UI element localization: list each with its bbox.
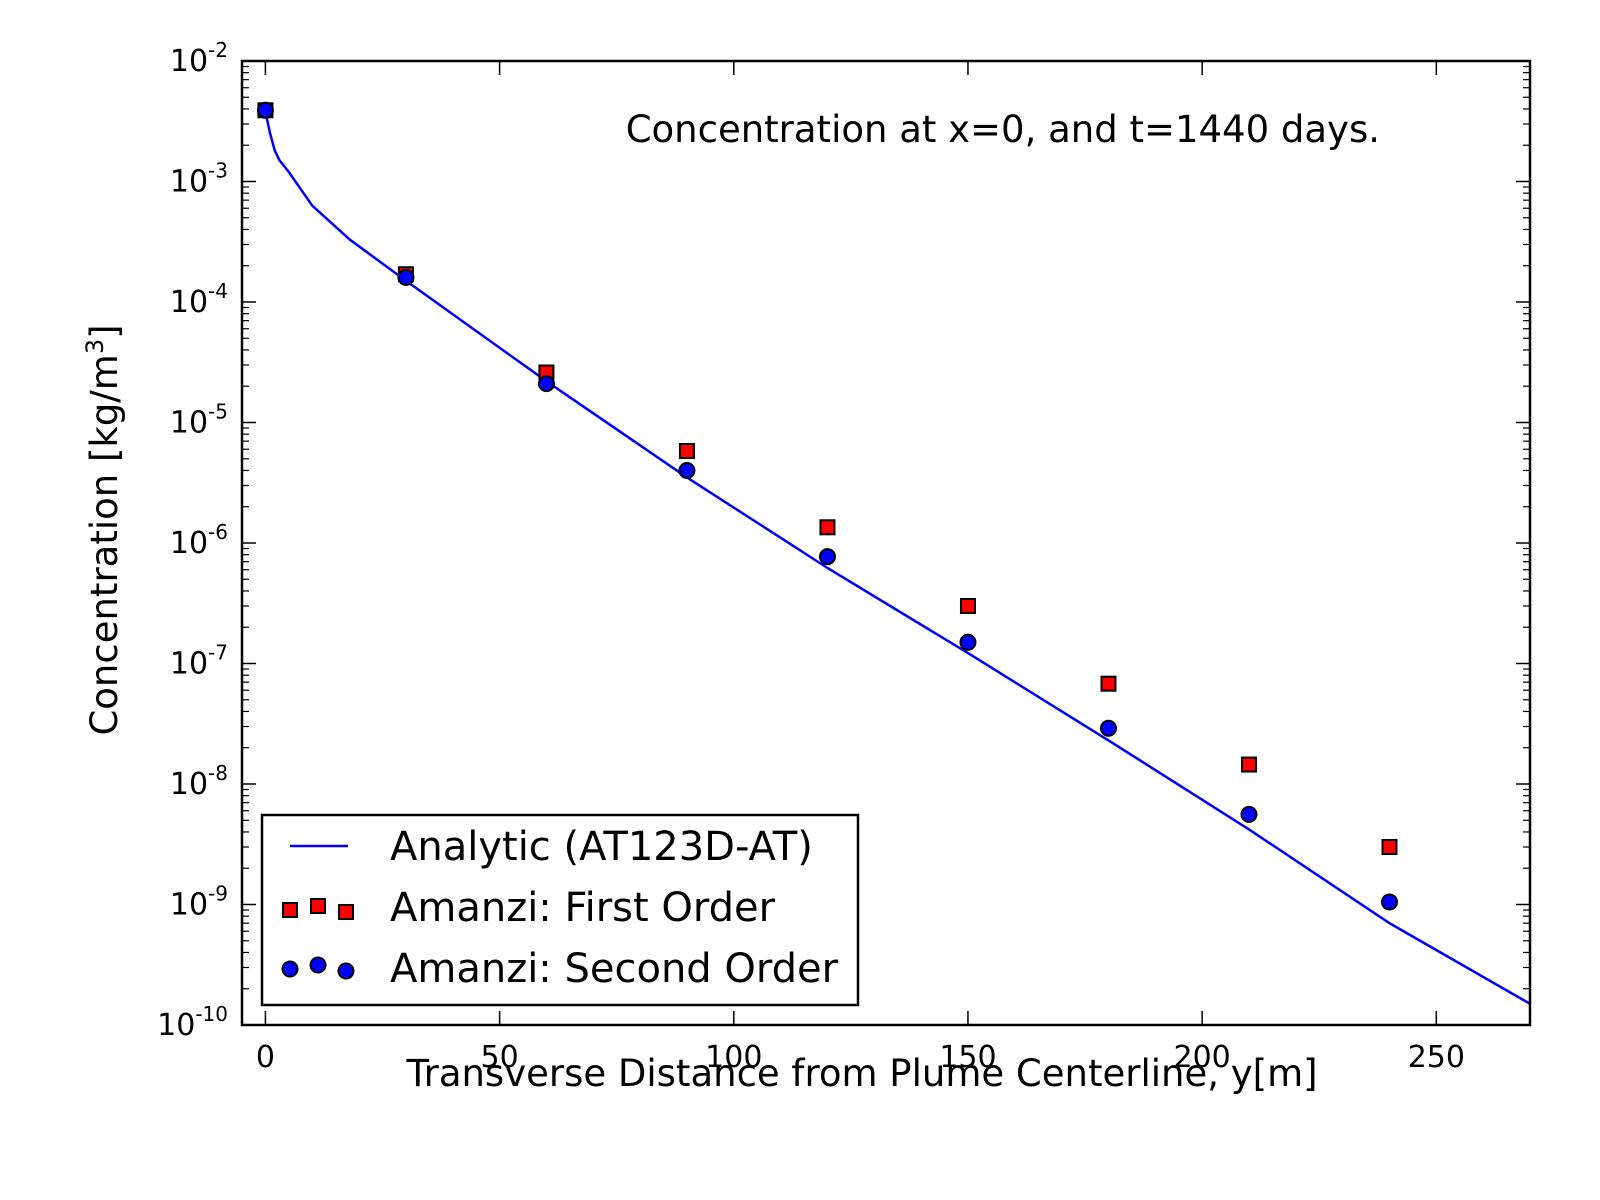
- y-tick-label-exponent: -7: [208, 641, 228, 665]
- data-point-second-order: [1380, 893, 1398, 911]
- legend-label-analytic: Analytic (AT123D-AT): [390, 824, 813, 870]
- y-tick-label-base: 10: [170, 888, 208, 923]
- data-point-first-order: [819, 519, 836, 536]
- y-tick-label-base: 10: [170, 165, 208, 200]
- legend-label-second-order: Amanzi: Second Order: [390, 946, 839, 992]
- data-point-second-order: [397, 268, 415, 286]
- y-tick-label-exponent: -8: [208, 761, 228, 785]
- legend-square-marker: [282, 902, 298, 918]
- x-tick-label: 0: [256, 1040, 275, 1075]
- y-tick-label-base: 10: [170, 285, 208, 320]
- data-point-first-order: [1381, 839, 1398, 856]
- y-tick-label-exponent: -6: [208, 520, 228, 544]
- legend-square-markers: [282, 898, 354, 920]
- legend-circle-marker: [309, 956, 327, 974]
- data-point-first-order: [1100, 675, 1117, 692]
- legend-box: [260, 813, 860, 1007]
- data-point-first-order: [678, 443, 695, 460]
- y-tick-label-exponent: -4: [208, 279, 228, 303]
- y-tick-label-base: 10: [170, 647, 208, 682]
- data-point-second-order: [678, 461, 696, 479]
- y-axis-label: Concentration [kg/m3]: [81, 324, 126, 735]
- y-tick-label: 10-8: [170, 761, 228, 802]
- data-point-second-order: [959, 633, 977, 651]
- y-tick-label: 10-9: [170, 882, 228, 923]
- axes-frame: [240, 59, 1532, 1027]
- legend-circle-marker: [281, 960, 299, 978]
- data-point-first-order: [959, 598, 976, 615]
- legend: Analytic (AT123D-AT) Amanzi: First Order…: [260, 813, 860, 1007]
- y-tick-label: 10-7: [170, 641, 228, 682]
- legend-square-marker: [310, 898, 326, 914]
- legend-label-first-order: Amanzi: First Order: [390, 885, 776, 931]
- y-tick-label-base: 10: [170, 44, 208, 79]
- data-point-first-order: [1240, 756, 1257, 773]
- y-tick-label-exponent: -2: [208, 38, 228, 62]
- series-layer: [256, 101, 1531, 1005]
- y-tick-label: 10-10: [157, 1002, 228, 1043]
- legend-circle-markers: [281, 956, 355, 980]
- data-point-second-order: [537, 375, 555, 393]
- y-tick-label-base: 10: [157, 1008, 195, 1043]
- tick-labels-layer: 0 50 100 150 200 25010-210-310-410-510-610-71…: [157, 38, 1465, 1075]
- legend-circle-marker: [337, 962, 355, 980]
- y-tick-label: 10-4: [170, 279, 228, 320]
- y-tick-label-base: 10: [170, 406, 208, 441]
- y-tick-label: 10-3: [170, 159, 228, 200]
- y-tick-label-exponent: -10: [195, 1002, 228, 1026]
- x-tick-label: 100: [705, 1040, 762, 1075]
- y-tick-label-base: 10: [170, 526, 208, 561]
- x-axis-label: Transverse Distance from Plume Centerlin…: [405, 1052, 1317, 1095]
- y-tick-label: 10-5: [170, 400, 228, 441]
- x-tick-label: 50: [481, 1040, 519, 1075]
- data-point-second-order: [1099, 719, 1117, 737]
- chart-annotation: Concentration at x=0, and t=1440 days.: [626, 108, 1380, 151]
- y-axis-label-sup: 3: [81, 339, 109, 354]
- x-tick-label: 200: [1174, 1040, 1231, 1075]
- y-tick-label: 10-6: [170, 520, 228, 561]
- y-axis-label-end: ]: [83, 324, 126, 338]
- y-tick-label-exponent: -3: [208, 159, 228, 183]
- data-point-second-order: [1240, 805, 1258, 823]
- y-tick-label-exponent: -5: [208, 400, 228, 424]
- y-axis-label-main: Concentration [kg/m: [83, 354, 126, 735]
- x-tick-label: 250: [1408, 1040, 1465, 1075]
- series-line-analytic: [264, 111, 1531, 1005]
- data-point-second-order: [818, 548, 836, 566]
- legend-square-marker: [338, 904, 354, 920]
- y-tick-label-exponent: -9: [208, 882, 228, 906]
- x-tick-label: 150: [939, 1040, 996, 1075]
- y-tick-label: 10-2: [170, 38, 228, 79]
- data-point-second-order: [256, 101, 274, 119]
- y-tick-label-base: 10: [170, 767, 208, 802]
